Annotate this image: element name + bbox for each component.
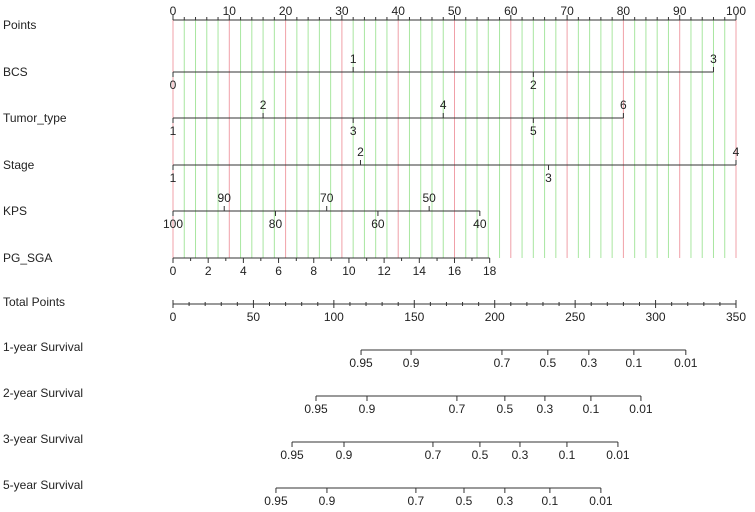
row-label: 1-year Survival <box>3 340 83 354</box>
row-label: Tumor_type <box>3 111 67 125</box>
level-label: 2 <box>357 145 364 159</box>
tick-label: 50 <box>448 4 462 18</box>
level-label: 1 <box>350 52 357 66</box>
level-label: 0.3 <box>497 494 514 508</box>
level-label: 4 <box>240 264 247 278</box>
level-label: 0.9 <box>336 448 353 462</box>
tick-label: 350 <box>726 310 746 324</box>
tick-label: 60 <box>504 4 518 18</box>
level-label: 0.3 <box>580 356 597 370</box>
level-label: 0.95 <box>349 356 373 370</box>
tick-label: 150 <box>404 310 424 324</box>
level-label: 1 <box>170 171 177 185</box>
level-label: 0.3 <box>537 402 554 416</box>
level-label: 8 <box>310 264 317 278</box>
tick-label: 70 <box>560 4 574 18</box>
tick-label: 300 <box>646 310 666 324</box>
row-label: 5-year Survival <box>3 478 83 492</box>
level-label: 18 <box>483 264 497 278</box>
level-label: 3 <box>545 171 552 185</box>
level-label: 0.7 <box>425 448 442 462</box>
level-label: 50 <box>422 191 436 205</box>
row-label: KPS <box>3 204 27 218</box>
level-label: 0.95 <box>280 448 304 462</box>
tick-label: 20 <box>279 4 293 18</box>
level-label: 14 <box>413 264 427 278</box>
level-label: 0.1 <box>583 402 600 416</box>
row-label: 2-year Survival <box>3 386 83 400</box>
tick-label: 0 <box>170 4 177 18</box>
level-label: 0.01 <box>674 356 698 370</box>
row-label: 3-year Survival <box>3 432 83 446</box>
level-label: 0.7 <box>408 494 425 508</box>
level-label: 0.01 <box>606 448 630 462</box>
level-label: 3 <box>710 52 717 66</box>
tick-label: 100 <box>726 4 746 18</box>
level-label: 0.1 <box>542 494 559 508</box>
tick-label: 100 <box>324 310 344 324</box>
tick-label: 200 <box>485 310 505 324</box>
level-label: 0.9 <box>319 494 336 508</box>
level-label: 16 <box>448 264 462 278</box>
level-label: 4 <box>733 145 740 159</box>
level-label: 2 <box>260 98 267 112</box>
level-label: 0.1 <box>559 448 576 462</box>
tick-label: 90 <box>673 4 687 18</box>
tick-label: 50 <box>247 310 261 324</box>
tick-label: 30 <box>335 4 349 18</box>
level-label: 12 <box>377 264 391 278</box>
level-label: 0.7 <box>449 402 466 416</box>
level-label: 40 <box>473 217 487 231</box>
row-label: Stage <box>3 158 35 172</box>
tick-label: 10 <box>223 4 237 18</box>
level-label: 70 <box>320 191 334 205</box>
level-label: 80 <box>269 217 283 231</box>
level-label: 100 <box>163 217 183 231</box>
level-label: 6 <box>620 98 627 112</box>
tick-label: 80 <box>617 4 631 18</box>
level-label: 4 <box>440 98 447 112</box>
level-label: 6 <box>275 264 282 278</box>
level-label: 10 <box>342 264 356 278</box>
level-label: 2 <box>530 78 537 92</box>
level-label: 0.1 <box>626 356 643 370</box>
tick-label: 250 <box>565 310 585 324</box>
level-label: 0.5 <box>497 402 514 416</box>
level-label: 0.3 <box>512 448 529 462</box>
level-label: 0.9 <box>403 356 420 370</box>
level-label: 0 <box>170 264 177 278</box>
level-label: 0.7 <box>494 356 511 370</box>
tick-label: 40 <box>392 4 406 18</box>
row-label: PG_SGA <box>3 251 52 265</box>
level-label: 60 <box>371 217 385 231</box>
level-label: 0.01 <box>629 402 653 416</box>
level-label: 90 <box>218 191 232 205</box>
level-label: 0.5 <box>472 448 489 462</box>
level-label: 0.5 <box>539 356 556 370</box>
level-label: 0.95 <box>304 402 328 416</box>
level-label: 0.9 <box>359 402 376 416</box>
row-label: Points <box>3 18 36 32</box>
row-label: BCS <box>3 65 28 79</box>
level-label: 0 <box>170 78 177 92</box>
tick-label: 0 <box>170 310 177 324</box>
level-label: 1 <box>170 124 177 138</box>
level-label: 0.01 <box>589 494 613 508</box>
level-label: 0.95 <box>264 494 288 508</box>
level-label: 2 <box>205 264 212 278</box>
level-label: 3 <box>350 124 357 138</box>
row-label: Total Points <box>3 295 65 309</box>
level-label: 0.5 <box>456 494 473 508</box>
level-label: 5 <box>530 124 537 138</box>
